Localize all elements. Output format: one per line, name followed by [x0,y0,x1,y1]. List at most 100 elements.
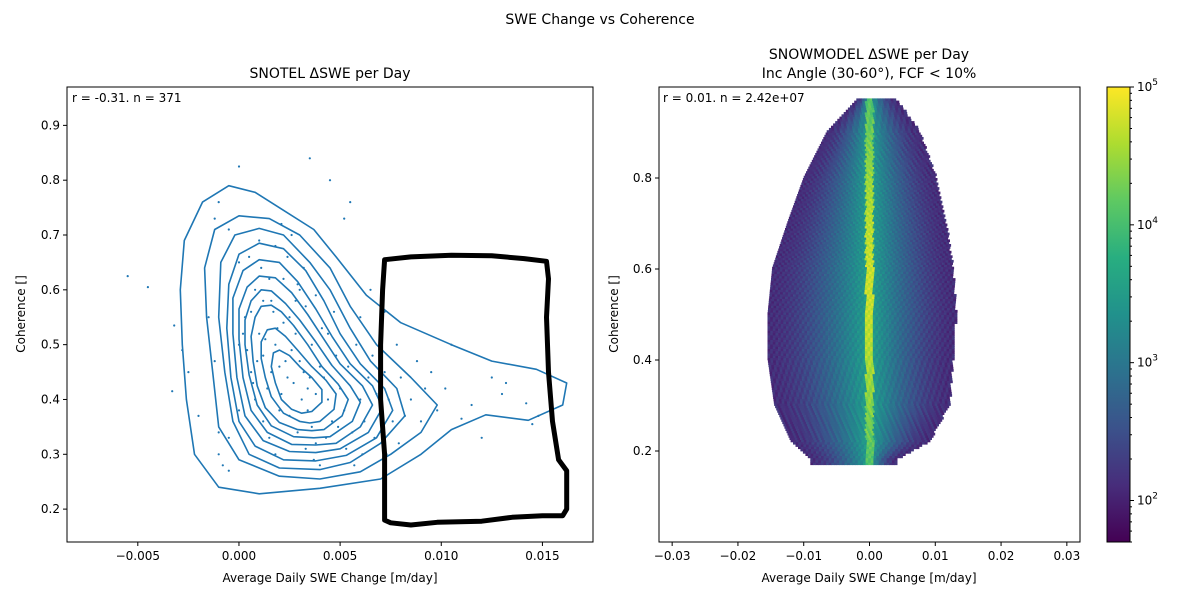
heatmap-cell [900,387,904,390]
heatmap-cell [891,355,895,359]
heatmap-cell [842,453,846,456]
heatmap-cell [890,421,894,425]
heatmap-cell [883,314,887,318]
heatmap-cell [826,298,830,302]
heatmap-cell [827,405,831,409]
heatmap-cell [849,378,853,381]
heatmap-cell [797,407,801,411]
heatmap-cell [835,387,838,390]
heatmap-cell [846,405,850,409]
heatmap-cell [901,394,905,397]
heatmap-cell [943,410,946,413]
heatmap-cell [876,298,880,302]
heatmap-cell [918,437,922,440]
heatmap-cell [903,369,907,372]
heatmap-cell [920,396,924,400]
heatmap-cell [838,323,842,327]
heatmap-cell [942,387,946,390]
heatmap-cell [871,303,875,306]
heatmap-cell [798,373,802,377]
heatmap-cell [805,364,809,368]
heatmap-cell [935,357,939,361]
heatmap-cell [945,387,949,390]
heatmap-cell [887,414,891,418]
heatmap-cell [924,439,928,443]
heatmap-cell [784,426,788,429]
heatmap-cell [855,462,858,466]
heatmap-cell [822,294,825,297]
heatmap-cell [784,382,788,386]
heatmap-cell [922,389,926,393]
heatmap-cell [921,369,925,372]
heatmap-cell [796,344,800,347]
heatmap-cell [901,346,905,349]
heatmap-cell [932,403,935,406]
heatmap-cell [873,396,877,400]
heatmap-cell [943,314,947,318]
heatmap-cell [854,360,858,363]
heatmap-cell [780,391,784,395]
heatmap-cell [933,325,937,329]
heatmap-cell [873,451,877,454]
heatmap-cell [835,441,839,445]
heatmap-cell [901,312,905,315]
heatmap-cell [943,353,947,356]
heatmap-cell [880,348,884,352]
heatmap-cell [872,439,876,443]
heatmap-cell [786,430,790,434]
heatmap-cell [827,371,831,375]
heatmap-cell [947,305,951,309]
heatmap-cell [883,337,887,340]
heatmap-cell [870,460,874,463]
heatmap-cell [922,335,926,338]
heatmap-cell [938,394,942,397]
heatmap-cell [773,305,777,309]
heatmap-cell [887,448,891,452]
scatter-point [351,431,354,434]
heatmap-cell [938,350,942,354]
heatmap-cell [910,403,914,406]
heatmap-cell [871,421,875,425]
heatmap-cell [925,405,929,409]
heatmap-cell [878,375,882,379]
heatmap-cell [926,362,930,365]
heatmap-cell [938,396,942,400]
heatmap-cell [778,398,782,402]
scatter-point [207,316,210,319]
heatmap-cell [802,382,806,386]
heatmap-cell [828,398,832,402]
heatmap-cell [859,344,863,347]
heatmap-cell [841,380,845,384]
heatmap-cell [843,321,847,324]
heatmap-cell [920,394,924,397]
heatmap-cell [793,319,797,322]
heatmap-cell [902,451,906,454]
heatmap-cell [878,328,882,331]
heatmap-cell [799,305,803,309]
heatmap-cell [895,389,899,393]
heatmap-cell [772,316,776,320]
heatmap-cell [851,332,855,336]
heatmap-cell [925,341,929,345]
heatmap-cell [862,319,866,322]
heatmap-cell [843,389,847,393]
heatmap-cell [799,339,803,343]
heatmap-cell [850,441,854,445]
heatmap-cell [780,357,784,361]
heatmap-cell [833,346,837,349]
heatmap-cell [922,321,926,324]
heatmap-cell [904,332,908,336]
heatmap-cell [886,305,890,309]
heatmap-cell [864,314,868,318]
heatmap-cell [870,341,874,345]
heatmap-cell [769,369,773,372]
heatmap-cell [874,428,878,431]
heatmap-cell [853,410,857,413]
heatmap-cell [870,314,874,318]
heatmap-cell [850,403,854,406]
heatmap-cell [799,346,803,349]
heatmap-cell [855,457,858,461]
scatter-point [217,201,220,204]
heatmap-cell [941,355,945,359]
heatmap-cell [841,314,845,318]
